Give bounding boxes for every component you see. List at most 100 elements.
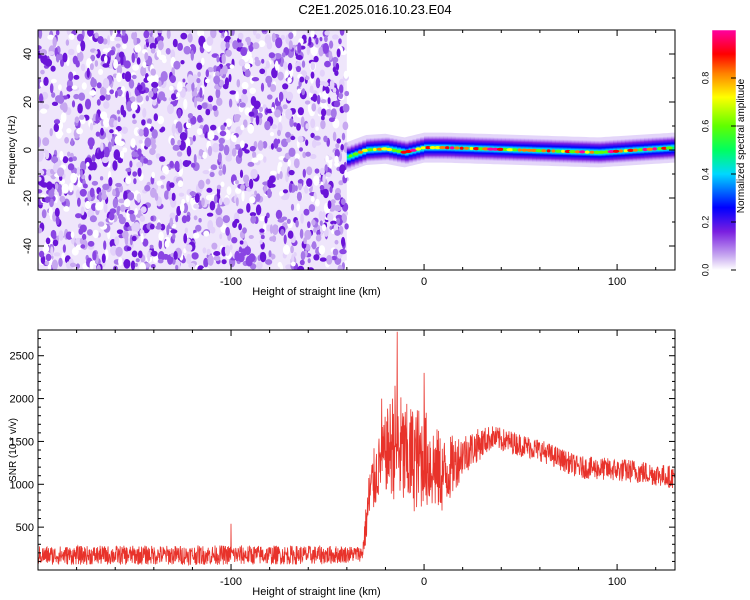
noise-speckle [144, 52, 149, 61]
noise-speckle [212, 105, 218, 111]
noise-speckle [229, 244, 233, 251]
colorbar-tick-label: 0.2 [700, 216, 710, 229]
noise-speckle [260, 82, 265, 92]
noise-speckle [115, 246, 123, 257]
noise-speckle [301, 60, 306, 68]
noise-speckle [341, 213, 347, 222]
noise-speckle [197, 30, 202, 37]
noise-speckle [75, 189, 81, 199]
band-hotspot [541, 149, 546, 153]
band-hotspot [492, 147, 499, 151]
noise-speckle [305, 123, 310, 130]
noise-speckle [195, 97, 203, 102]
noise-speckle [344, 223, 349, 230]
noise-speckle [286, 218, 291, 224]
noise-speckle [158, 231, 164, 241]
noise-speckle [98, 191, 103, 203]
noise-speckle [176, 151, 183, 157]
noise-speckle [213, 255, 221, 262]
noise-speckle [38, 45, 42, 51]
noise-speckle [344, 90, 350, 97]
noise-speckle [132, 171, 138, 177]
noise-speckle [68, 48, 75, 56]
noise-speckle [224, 245, 231, 257]
noise-speckle [296, 123, 301, 131]
noise-speckle [148, 90, 154, 98]
noise-speckle [308, 36, 312, 46]
noise-speckle [47, 34, 55, 40]
noise-speckle [90, 54, 96, 62]
band-hotspot [604, 150, 609, 154]
noise-speckle [187, 33, 193, 43]
noise-speckle [102, 63, 110, 68]
band-hotspot [623, 149, 628, 153]
noise-speckle [162, 97, 167, 102]
noise-speckle [157, 40, 164, 51]
noise-speckle [259, 239, 263, 245]
noise-speckle [213, 75, 221, 85]
noise-speckle [126, 246, 132, 251]
noise-speckle [59, 150, 64, 161]
noise-speckle [111, 136, 115, 147]
band-hotspot [512, 148, 518, 152]
noise-speckle [127, 191, 135, 201]
noise-speckle [42, 137, 50, 147]
noise-speckle [328, 117, 335, 123]
noise-speckle [71, 247, 79, 256]
noise-speckle [66, 30, 72, 35]
noise-speckle [164, 240, 170, 248]
noise-speckle [247, 161, 255, 167]
noise-speckle [334, 70, 339, 76]
noise-speckle [76, 33, 84, 42]
noise-speckle [256, 261, 263, 270]
band-hotspot [561, 149, 565, 153]
noise-speckle [303, 208, 310, 216]
noise-speckle [287, 62, 293, 71]
noise-speckle [151, 81, 159, 88]
noise-speckle [295, 219, 299, 228]
noise-speckle [197, 71, 201, 78]
band-hotspot [619, 149, 623, 153]
noise-speckle [38, 189, 43, 194]
noise-speckle [162, 165, 169, 174]
noise-speckle [144, 137, 152, 148]
noise-speckle [115, 182, 122, 188]
noise-speckle [206, 36, 214, 46]
noise-speckle [297, 107, 304, 116]
noise-speckle [295, 65, 302, 73]
noise-speckle [281, 195, 289, 201]
top-y-tick-label: -20 [22, 190, 34, 206]
noise-speckle [80, 40, 86, 52]
noise-speckle [212, 142, 220, 153]
noise-speckle [256, 153, 264, 161]
noise-speckle [149, 244, 154, 249]
noise-speckle [279, 171, 283, 180]
top-x-tick-label: -100 [220, 276, 242, 288]
noise-speckle [246, 203, 251, 213]
noise-speckle [196, 62, 203, 70]
noise-speckle [170, 137, 175, 146]
noise-speckle [222, 164, 227, 175]
noise-speckle [89, 63, 94, 71]
noise-speckle [55, 215, 60, 226]
noise-speckle [332, 131, 337, 142]
colorbar-frame [711, 29, 737, 271]
noise-speckle [156, 35, 164, 43]
noise-speckle [322, 224, 326, 232]
noise-speckle [302, 151, 307, 159]
snr-series-line [38, 331, 675, 567]
noise-speckle [299, 228, 304, 239]
noise-speckle [70, 231, 75, 239]
noise-speckle [185, 30, 193, 34]
band-hotspot [473, 147, 480, 151]
noise-speckle [323, 135, 328, 143]
noise-speckle [79, 188, 87, 197]
noise-speckle [48, 207, 53, 217]
noise-speckle [311, 219, 316, 226]
noise-speckle [319, 257, 327, 262]
noise-speckle [249, 87, 256, 95]
band-hotspot [434, 146, 441, 150]
noise-speckle [230, 30, 235, 36]
band-hotspot [546, 149, 551, 153]
noise-speckle [205, 78, 210, 84]
